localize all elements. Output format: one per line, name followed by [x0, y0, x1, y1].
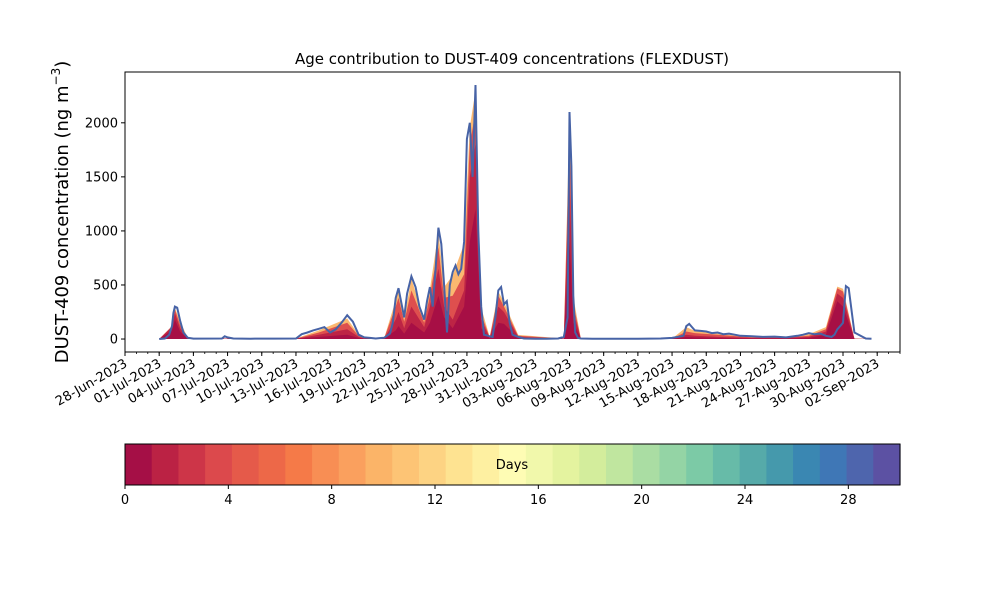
y-tick-label: 1000: [85, 224, 118, 239]
colorbar-cell: [659, 444, 687, 485]
y-axis-label: DUST-409 concentration (ng m−3): [49, 61, 73, 364]
colorbar-cell: [418, 444, 447, 485]
colorbar-label: Days: [496, 458, 529, 473]
age-layer-10-days: [159, 90, 872, 340]
y-tick-label: 0: [110, 333, 118, 348]
colorbar-tick-label: 12: [427, 493, 444, 508]
y-axis-label-superscript: −3: [49, 68, 63, 86]
colorbar-cell: [525, 444, 554, 485]
x-axis: 28-Jun-202301-Jul-202304-Jul-202307-Jul-…: [53, 352, 901, 412]
age-contribution-layers: [159, 90, 872, 340]
colorbar-tick-label: 4: [224, 493, 232, 508]
y-tick-label: 500: [93, 278, 118, 293]
chart-title: Age contribution to DUST-409 concentrati…: [295, 50, 729, 68]
colorbar-cell: [712, 444, 741, 485]
y-axis: 0 500 1000 1500 2000: [85, 116, 125, 348]
colorbar-cell: [285, 444, 313, 485]
plot-area: [124, 71, 901, 353]
colorbar-ticks: 0 4 8 12 16 20 24 28: [121, 485, 857, 508]
colorbar-cell: [472, 444, 500, 485]
total-concentration-line: [159, 84, 872, 340]
colorbar-cell: [392, 444, 420, 485]
plot-frame: [124, 71, 901, 353]
colorbar-cell: [846, 444, 874, 485]
colorbar: Days 0 4 8 12 16 20 24 28: [121, 443, 901, 508]
colorbar-cells: [125, 444, 901, 485]
colorbar-cell: [445, 444, 474, 485]
colorbar-tick-label: 8: [328, 493, 336, 508]
age-layer-2-days: [159, 144, 872, 339]
colorbar-tick-label: 28: [840, 493, 857, 508]
colorbar-cell: [606, 444, 634, 485]
colorbar-tick-label: 0: [121, 493, 129, 508]
colorbar-cell: [766, 444, 794, 485]
colorbar-frame: [124, 443, 901, 486]
colorbar-cell: [258, 444, 286, 485]
colorbar-cell: [365, 444, 393, 485]
age-layer-1-days: [159, 209, 872, 339]
colorbar-cell: [205, 444, 233, 485]
colorbar-cell: [793, 444, 821, 485]
y-axis-label-text: DUST-409 concentration (ng m: [52, 85, 73, 363]
colorbar-cell: [231, 444, 260, 485]
colorbar-cell: [151, 444, 180, 485]
colorbar-tick-label: 24: [737, 493, 754, 508]
colorbar-cell: [178, 444, 206, 485]
age-layer-4-days: [159, 112, 872, 339]
colorbar-cell: [552, 444, 580, 485]
colorbar-cell: [338, 444, 367, 485]
colorbar-tick-label: 16: [530, 493, 547, 508]
colorbar-cell: [632, 444, 661, 485]
colorbar-cell: [819, 444, 848, 485]
colorbar-tick-label: 20: [633, 493, 650, 508]
colorbar-cell: [739, 444, 767, 485]
y-axis-label-suffix: ): [52, 61, 73, 68]
y-tick-label: 1500: [85, 170, 118, 185]
colorbar-cell: [312, 444, 340, 485]
y-tick-label: 2000: [85, 116, 118, 131]
colorbar-cell: [499, 444, 527, 485]
colorbar-cell: [125, 444, 153, 485]
colorbar-cell: [686, 444, 714, 485]
colorbar-cell: [873, 444, 901, 485]
colorbar-cell: [579, 444, 607, 485]
